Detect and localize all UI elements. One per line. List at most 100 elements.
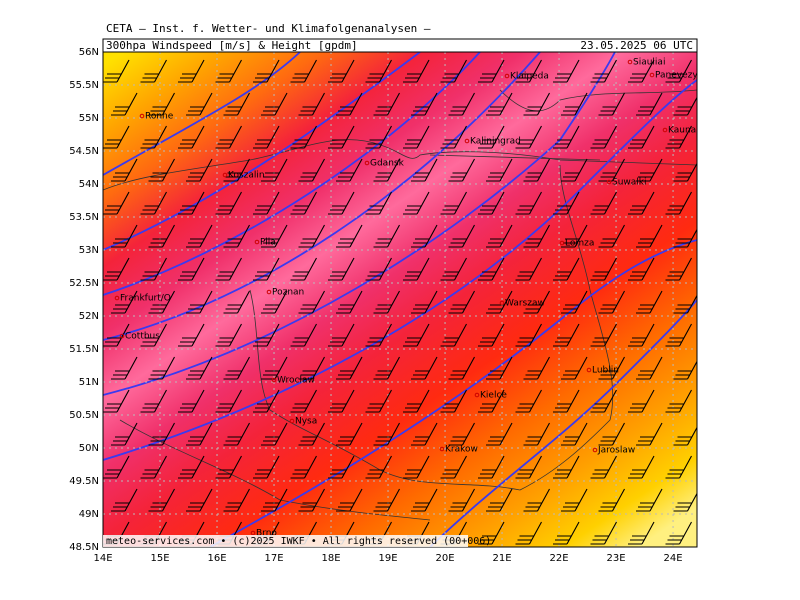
x-tick-label: 21E <box>493 553 512 564</box>
wind-barb <box>636 224 663 248</box>
city-marker <box>499 300 505 306</box>
wind-barb <box>590 125 617 149</box>
wind-barb <box>440 323 467 347</box>
wind-barb <box>628 191 655 215</box>
wind-barb <box>298 356 325 380</box>
city-label: Kielce <box>480 391 507 401</box>
contour <box>103 52 301 176</box>
wind-barb <box>140 455 167 479</box>
city-label: Brno <box>256 529 277 539</box>
wind-barb <box>186 356 213 380</box>
wind-barb <box>598 158 625 182</box>
city-label: Nysa <box>295 417 317 427</box>
wind-barb <box>598 422 625 446</box>
city-marker <box>114 295 120 301</box>
wind-barb <box>486 158 513 182</box>
wind-barb <box>328 323 355 347</box>
city-label: Klaipeda <box>510 72 549 82</box>
wind-barb <box>336 356 363 380</box>
wind-barb <box>290 191 317 215</box>
wind-barb <box>140 125 167 149</box>
wind-barb <box>448 488 475 512</box>
wind-barb <box>253 59 280 83</box>
wind-barb <box>186 224 213 248</box>
wind-barb <box>553 257 580 281</box>
wind-barb <box>223 92 250 116</box>
wind-barb <box>478 191 505 215</box>
wind-barb <box>140 59 167 83</box>
wind-barb <box>253 389 280 413</box>
city-label: Cottbus <box>125 332 160 342</box>
wind-barb <box>178 59 205 83</box>
wind-barb <box>411 224 438 248</box>
wind-barb <box>186 290 213 314</box>
y-tick-label: 54.5N <box>69 146 99 157</box>
wind-barb <box>636 92 663 116</box>
wind-barb <box>411 356 438 380</box>
wind-barb <box>365 323 392 347</box>
contour <box>103 52 616 396</box>
wind-barb <box>224 555 250 577</box>
wind-barb <box>148 290 175 314</box>
wind-barb <box>111 555 137 577</box>
city-label: Krakow <box>445 445 478 455</box>
wind-barb <box>373 356 400 380</box>
wind-barb <box>523 92 550 116</box>
wind-barb <box>561 290 588 314</box>
y-tick-label: 55N <box>79 113 99 124</box>
wind-barb <box>178 125 205 149</box>
wind-barb <box>665 59 692 83</box>
wind-barb <box>148 224 175 248</box>
wind-barb <box>515 257 542 281</box>
wind-barb <box>261 488 288 512</box>
y-tick-label: 49N <box>79 509 99 520</box>
wind-barb <box>328 389 355 413</box>
y-tick-label: 50.5N <box>69 410 99 421</box>
wind-barb <box>486 422 513 446</box>
wind-barb <box>215 125 242 149</box>
wind-barb <box>636 356 663 380</box>
wind-barb <box>373 422 400 446</box>
wind-barb <box>673 492 697 512</box>
x-tick-label: 19E <box>379 553 398 564</box>
wind-barb <box>298 224 325 248</box>
wind-barb <box>448 92 475 116</box>
wind-barb <box>523 158 550 182</box>
x-tick-label: 17E <box>264 553 283 564</box>
wind-barb <box>298 290 325 314</box>
wind-barb <box>636 290 663 314</box>
wind-barb <box>111 92 138 116</box>
wind-barb <box>515 389 542 413</box>
y-tick-label: 48.5N <box>69 542 99 553</box>
city-label: Ronne <box>145 112 174 122</box>
city-marker <box>504 73 510 79</box>
city-label: Gdansk <box>370 159 405 169</box>
x-tick-label: 14E <box>93 553 112 564</box>
wind-barb <box>336 488 363 512</box>
wind-barb <box>290 257 317 281</box>
wind-barb <box>440 191 467 215</box>
graticule <box>103 52 697 547</box>
wind-barb <box>253 125 280 149</box>
y-tick-label: 51.5N <box>69 344 99 355</box>
wind-barb <box>628 389 655 413</box>
wind-barb <box>515 191 542 215</box>
wind-barb <box>515 323 542 347</box>
wind-barb <box>298 488 325 512</box>
border <box>249 164 614 491</box>
wind-barb <box>365 455 392 479</box>
height-contours <box>103 52 697 547</box>
y-tick-label: 51N <box>79 377 99 388</box>
contour <box>103 79 697 461</box>
wind-barb <box>411 92 438 116</box>
city-label: Pila <box>260 238 276 248</box>
wind-barb <box>103 455 130 479</box>
wind-barb <box>665 191 692 215</box>
wind-barb <box>253 191 280 215</box>
wind-barb <box>440 389 467 413</box>
wind-barb <box>140 191 167 215</box>
wind-barb <box>665 257 692 281</box>
wind-barb <box>178 257 205 281</box>
wind-barb <box>523 290 550 314</box>
wind-barb <box>290 455 317 479</box>
